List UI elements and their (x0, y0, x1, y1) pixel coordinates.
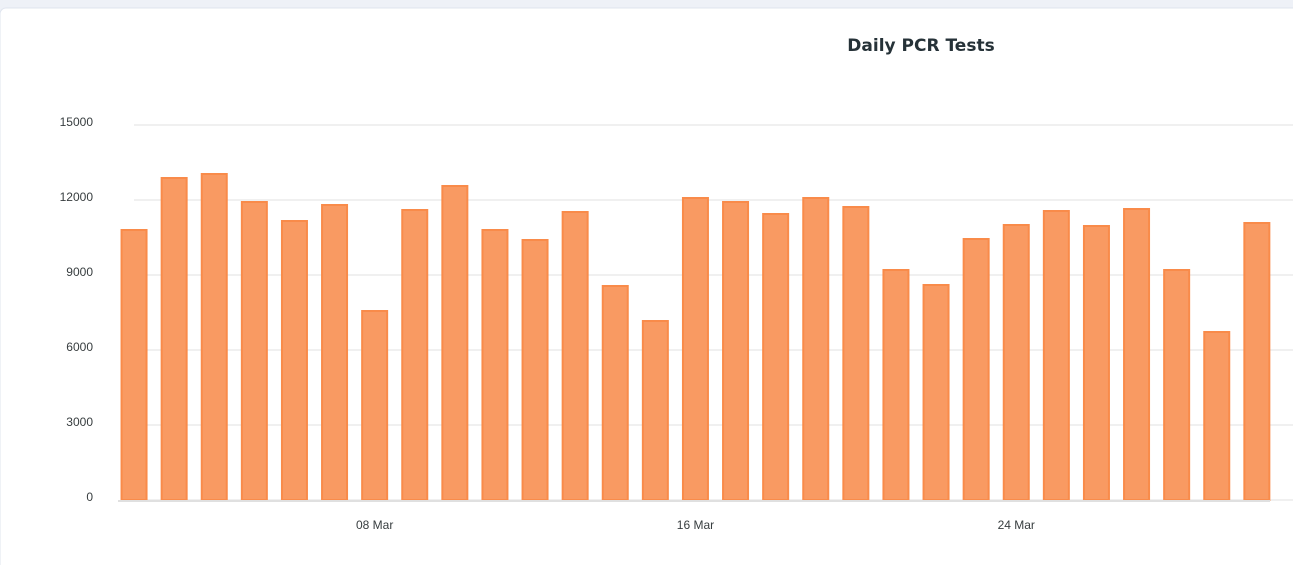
bar (1042, 210, 1070, 501)
bar (962, 238, 990, 501)
x-tick-label: 24 Mar (998, 518, 1035, 532)
bar (481, 229, 509, 501)
bar (280, 220, 308, 501)
bar (842, 206, 870, 501)
bar (120, 229, 148, 501)
bar (762, 213, 790, 501)
x-tick-label: 16 Mar (677, 518, 714, 532)
bar (922, 284, 950, 501)
chart-title: Daily PCR Tests (847, 36, 994, 56)
bar (882, 269, 910, 501)
bar (802, 197, 830, 501)
y-tick-label: 3000 (66, 415, 93, 429)
y-tick-label: 0 (86, 490, 93, 504)
bar (1243, 222, 1271, 501)
bar (361, 310, 389, 501)
bar (1082, 225, 1110, 501)
bar (1163, 269, 1191, 501)
bar (601, 285, 629, 501)
bar (561, 211, 589, 501)
x-tick-label: 08 Mar (356, 518, 393, 532)
bar (200, 173, 228, 501)
bar (160, 177, 188, 501)
y-tick-label: 6000 (66, 340, 93, 354)
bar (240, 201, 268, 501)
bar (1123, 208, 1151, 501)
bar (722, 201, 750, 501)
bar (441, 185, 469, 501)
bar (521, 239, 549, 501)
bar (641, 320, 669, 501)
y-tick-label: 12000 (60, 190, 94, 204)
y-tick-label: 9000 (66, 265, 93, 279)
y-tick-label: 15000 (60, 115, 94, 129)
bar (1002, 224, 1030, 501)
bar (1203, 331, 1231, 501)
bar (321, 204, 349, 501)
bar (401, 209, 429, 501)
bar (681, 197, 709, 501)
